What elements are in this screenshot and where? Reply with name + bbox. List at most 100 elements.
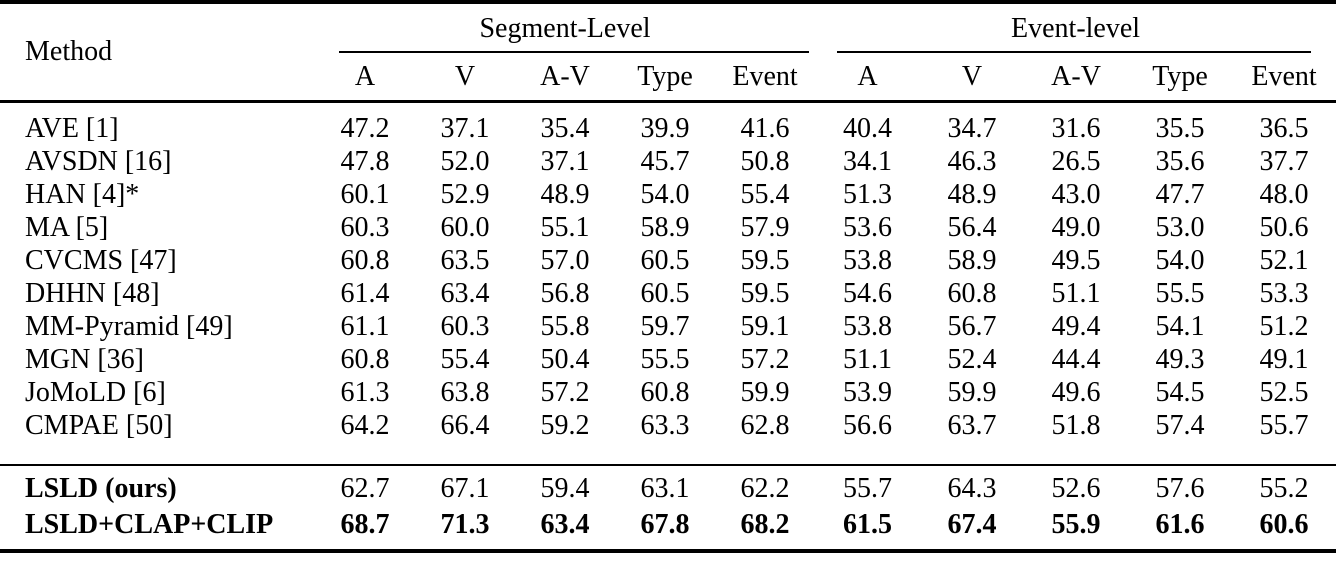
value-cell: 50.4 [540, 343, 590, 375]
value-cell: 59.5 [740, 244, 790, 276]
value-cell: 34.1 [843, 145, 893, 177]
value-cell: 54.1 [1155, 310, 1205, 342]
table-header: Method Segment-Level Event-level A V A-V… [0, 2, 1336, 103]
table-row: JoMoLD [6] 61.3 63.8 57.2 60.8 59.9 53.9… [0, 376, 1336, 409]
value-cell: 59.2 [540, 409, 590, 441]
value-cell: 47.7 [1155, 178, 1205, 210]
value-cell: 62.2 [740, 473, 790, 504]
column-header-seg-event: Event [715, 53, 816, 103]
column-header-seg-av: A-V [515, 53, 615, 103]
method-cell: AVSDN [16] [25, 145, 172, 177]
value-cell: 64.2 [340, 409, 390, 441]
table-row: HAN [4]* 60.1 52.9 48.9 54.0 55.4 51.3 4… [0, 178, 1336, 211]
value-cell: 52.9 [440, 178, 490, 210]
value-cell: 60.5 [640, 277, 690, 309]
value-cell: 54.5 [1155, 376, 1205, 408]
value-cell: 57.0 [540, 244, 590, 276]
value-cell: 35.4 [540, 112, 590, 144]
value-cell: 55.9 [1051, 509, 1101, 540]
value-cell: 36.5 [1259, 112, 1309, 144]
value-cell: 46.3 [947, 145, 997, 177]
value-cell: 61.5 [843, 509, 893, 540]
value-cell: 63.1 [640, 473, 690, 504]
value-cell: 48.0 [1259, 178, 1309, 210]
value-cell: 52.5 [1259, 376, 1309, 408]
value-cell: 58.9 [947, 244, 997, 276]
column-header-seg-v: V [415, 53, 515, 103]
value-cell: 68.2 [740, 509, 790, 540]
value-cell: 44.4 [1051, 343, 1101, 375]
value-cell: 55.5 [1155, 277, 1205, 309]
value-cell: 59.5 [740, 277, 790, 309]
value-cell: 55.4 [440, 343, 490, 375]
value-cell: 37.1 [440, 112, 490, 144]
value-cell: 63.5 [440, 244, 490, 276]
value-cell: 63.3 [640, 409, 690, 441]
value-cell: 59.7 [640, 310, 690, 342]
value-cell: 57.4 [1155, 409, 1205, 441]
value-cell: 31.6 [1051, 112, 1101, 144]
value-cell: 48.9 [540, 178, 590, 210]
value-cell: 60.6 [1259, 509, 1309, 540]
value-cell: 54.6 [843, 277, 893, 309]
column-header-evt-event: Event [1232, 53, 1336, 103]
value-cell: 68.7 [340, 509, 390, 540]
column-header-evt-a: A [815, 53, 921, 103]
value-cell: 61.4 [340, 277, 390, 309]
method-cell: MGN [36] [25, 343, 144, 375]
value-cell: 51.1 [843, 343, 893, 375]
value-cell: 52.0 [440, 145, 490, 177]
method-cell: JoMoLD [6] [25, 376, 166, 408]
value-cell: 58.9 [640, 211, 690, 243]
value-cell: 47.8 [340, 145, 390, 177]
value-cell: 52.1 [1259, 244, 1309, 276]
method-cell: CVCMS [47] [25, 244, 177, 276]
value-cell: 59.1 [740, 310, 790, 342]
value-cell: 55.4 [740, 178, 790, 210]
value-cell: 55.7 [1259, 409, 1309, 441]
value-cell: 67.1 [440, 473, 490, 504]
value-cell: 55.5 [640, 343, 690, 375]
value-cell: 35.6 [1155, 145, 1205, 177]
table-row: CMPAE [50] 64.2 66.4 59.2 63.3 62.8 56.6… [0, 409, 1336, 465]
table-row-lsld-clap-clip: LSLD+CLAP+CLIP 68.7 71.3 63.4 67.8 68.2 … [0, 507, 1336, 551]
column-header-evt-v: V [920, 53, 1025, 103]
value-cell: 55.7 [843, 473, 893, 504]
subcolumn-header-row: A V A-V Type Event A V A-V Type Event [0, 53, 1336, 103]
value-cell: 40.4 [843, 112, 893, 144]
value-cell: 53.6 [843, 211, 893, 243]
value-cell: 56.7 [947, 310, 997, 342]
value-cell: 67.8 [640, 509, 690, 540]
value-cell: 49.0 [1051, 211, 1101, 243]
value-cell: 57.2 [540, 376, 590, 408]
table-row: CVCMS [47] 60.8 63.5 57.0 60.5 59.5 53.8… [0, 244, 1336, 277]
value-cell: 51.8 [1051, 409, 1101, 441]
value-cell: 53.3 [1259, 277, 1309, 309]
method-cell: MA [5] [25, 211, 109, 243]
value-cell: 37.1 [540, 145, 590, 177]
column-header-seg-type: Type [615, 53, 715, 103]
table-row: MGN [36] 60.8 55.4 50.4 55.5 57.2 51.1 5… [0, 343, 1336, 376]
value-cell: 66.4 [440, 409, 490, 441]
value-cell: 48.9 [947, 178, 997, 210]
value-cell: 71.3 [440, 509, 490, 540]
table-row: DHHN [48] 61.4 63.4 56.8 60.5 59.5 54.6 … [0, 277, 1336, 310]
value-cell: 49.1 [1259, 343, 1309, 375]
value-cell: 61.6 [1155, 509, 1205, 540]
value-cell: 59.4 [540, 473, 590, 504]
table-row: MA [5] 60.3 60.0 55.1 58.9 57.9 53.6 56.… [0, 211, 1336, 244]
value-cell: 59.9 [947, 376, 997, 408]
value-cell: 60.3 [440, 310, 490, 342]
value-cell: 51.2 [1259, 310, 1309, 342]
value-cell: 39.9 [640, 112, 690, 144]
value-cell: 60.8 [640, 376, 690, 408]
method-cell: HAN [4]* [25, 178, 140, 210]
table-row: MM-Pyramid [49] 61.1 60.3 55.8 59.7 59.1… [0, 310, 1336, 343]
method-cell: AVE [1] [25, 112, 119, 144]
value-cell: 57.6 [1155, 473, 1205, 504]
value-cell: 61.1 [340, 310, 390, 342]
value-cell: 50.8 [740, 145, 790, 177]
value-cell: 43.0 [1051, 178, 1101, 210]
value-cell: 56.6 [843, 409, 893, 441]
value-cell: 57.2 [740, 343, 790, 375]
